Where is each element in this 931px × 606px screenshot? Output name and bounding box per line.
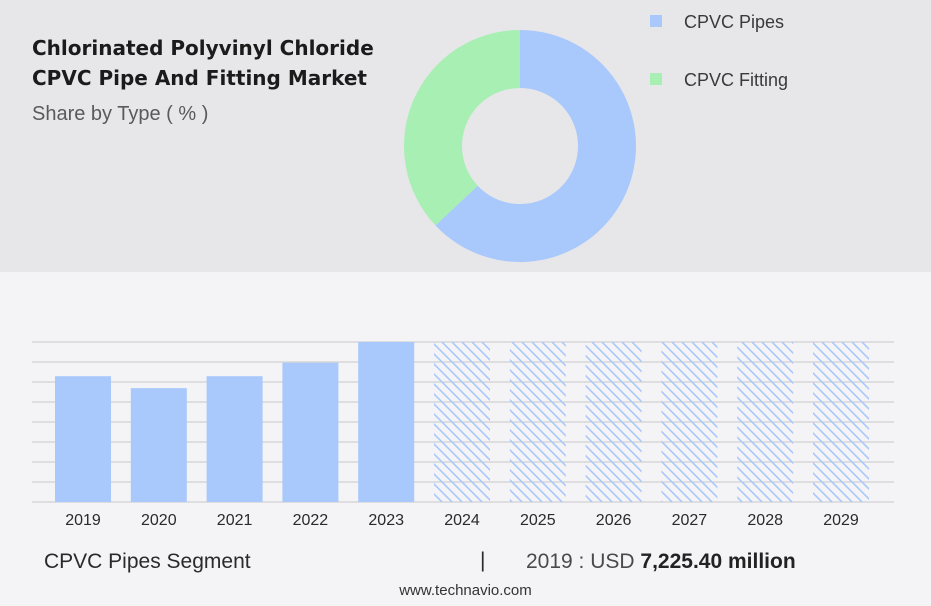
bar-2022[interactable] xyxy=(282,362,339,502)
x-tick-label: 2021 xyxy=(217,512,253,529)
legend-item-cpvc-fitting[interactable]: CPVC Fitting xyxy=(650,70,788,91)
x-tick-label: 2020 xyxy=(141,512,177,529)
bar-2021[interactable] xyxy=(206,376,263,502)
forecast-bar-2028[interactable] xyxy=(737,342,794,502)
forecast-bar-2029[interactable] xyxy=(813,342,869,502)
value-number: 7,225.40 million xyxy=(640,550,796,573)
chart-subtitle: Share by Type ( % ) xyxy=(32,103,209,125)
forecast-bar-2025[interactable] xyxy=(509,342,566,502)
bar-2020[interactable] xyxy=(130,388,187,502)
footer-separator: | xyxy=(480,549,486,572)
legend-item-cpvc-pipes[interactable]: CPVC Pipes xyxy=(650,12,784,33)
x-tick-label: 2023 xyxy=(368,512,404,529)
x-tick-label: 2029 xyxy=(823,512,859,529)
forecast-bar-2024[interactable] xyxy=(434,342,490,502)
x-tick-label: 2026 xyxy=(596,512,632,529)
legend-label: CPVC Fitting xyxy=(684,70,789,90)
x-tick-label: 2028 xyxy=(747,512,783,529)
x-tick-label: 2025 xyxy=(520,512,556,529)
bar-2023[interactable] xyxy=(358,342,415,502)
forecast-bar-2026[interactable] xyxy=(585,342,642,502)
legend-swatch-fitting xyxy=(650,73,662,86)
bar-chart: 2019 2020 2021 2022 2023 2024 2025 2026 2027 2028… xyxy=(32,341,894,529)
legend-swatch-pipes xyxy=(650,15,662,28)
value-prefix: 2019 : USD xyxy=(526,550,635,573)
donut-slice-cpvc-pipes[interactable] xyxy=(435,30,636,262)
x-tick-label: 2024 xyxy=(444,512,480,529)
source-link[interactable]: www.technavio.com xyxy=(399,582,532,599)
forecast-bar-2027[interactable] xyxy=(661,342,718,502)
chart-title: Chlorinated Polyvinyl Chloride CPVC Pipe… xyxy=(32,36,374,90)
legend-label: CPVC Pipes xyxy=(684,12,785,32)
segment-value: 2019 : USD 7,225.40 million xyxy=(526,550,796,574)
x-tick-label: 2022 xyxy=(293,512,329,529)
donut-slice-cpvc-fitting[interactable] xyxy=(404,29,520,226)
bar-2019[interactable] xyxy=(55,376,111,502)
x-tick-label: 2019 xyxy=(65,512,101,529)
x-tick-label: 2027 xyxy=(672,512,708,529)
segment-label: CPVC Pipes Segment xyxy=(44,550,251,573)
donut-chart xyxy=(404,29,636,262)
